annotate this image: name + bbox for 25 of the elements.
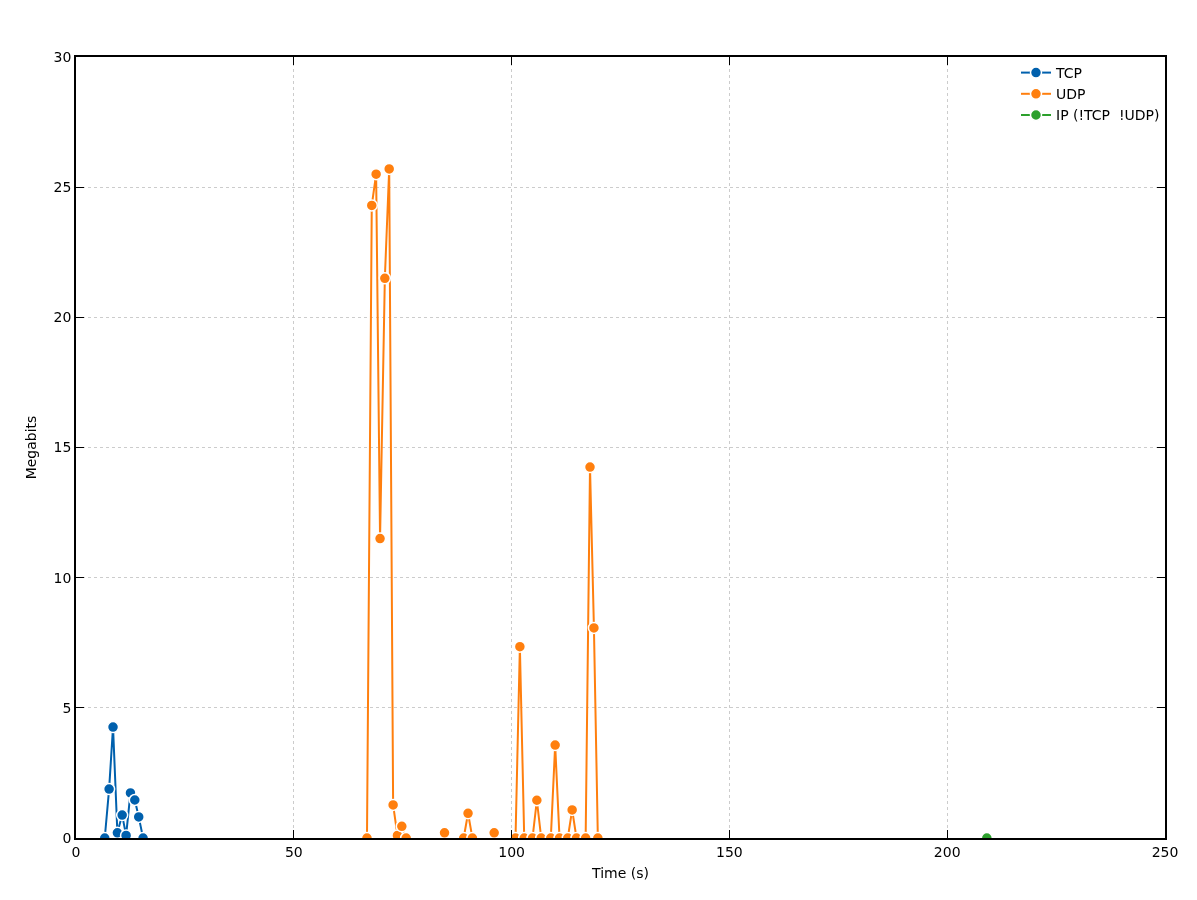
x-tick-label: 250: [1151, 843, 1179, 860]
point: [369, 167, 383, 181]
x-axis-title: Time (s): [591, 865, 649, 882]
y-tick-label: 10: [53, 569, 72, 586]
x-tick-label: 100: [498, 843, 525, 860]
y-tick-label: 25: [53, 179, 72, 196]
point: [513, 640, 527, 653]
y-tick-label: 0: [62, 829, 72, 846]
legend-label: UDP: [1056, 86, 1086, 103]
legend-label: TCP: [1055, 65, 1082, 82]
y-tick-label: 5: [62, 699, 72, 716]
y-tick-label: 30: [53, 48, 72, 65]
x-tick-label: 200: [933, 843, 961, 860]
point: [583, 460, 597, 474]
point: [365, 199, 379, 212]
point: [373, 532, 387, 545]
x-tick-label: 50: [284, 843, 303, 860]
legend-label: IP (!TCP !UDP): [1056, 107, 1160, 124]
point: [378, 272, 392, 285]
y-axis-title: Megabits: [22, 415, 39, 480]
point: [587, 621, 601, 635]
point: [382, 162, 396, 176]
y-tick-label: 15: [53, 439, 72, 456]
y-tick-label: 20: [53, 309, 72, 326]
x-tick-label: 150: [716, 843, 743, 860]
